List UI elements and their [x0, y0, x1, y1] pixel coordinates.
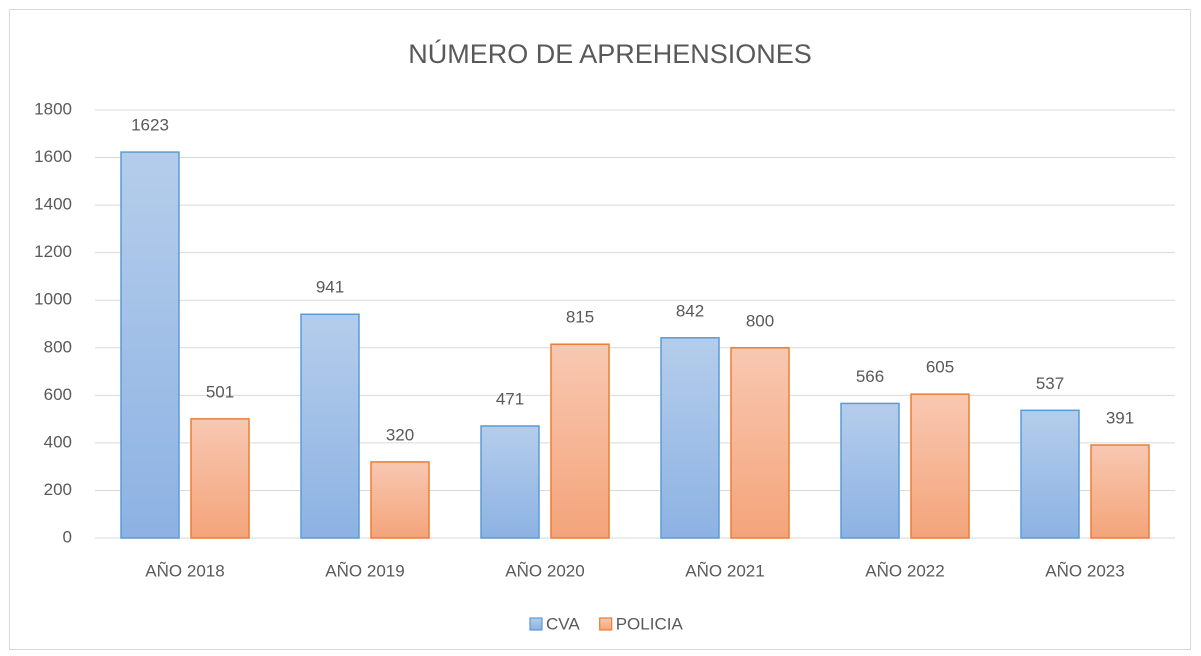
data-label: 800	[746, 311, 774, 330]
x-tick-label: AÑO 2018	[145, 561, 224, 580]
chart-title: NÚMERO DE APREHENSIONES	[408, 38, 812, 69]
data-label: 1623	[131, 116, 169, 135]
data-label: 537	[1036, 374, 1064, 393]
data-label: 815	[566, 308, 594, 327]
data-label: 941	[316, 278, 344, 297]
x-tick-label: AÑO 2020	[505, 561, 584, 580]
chart-border	[9, 9, 1191, 650]
legend-swatch	[599, 617, 613, 631]
bar	[480, 425, 540, 539]
bar	[300, 313, 360, 539]
x-tick-label: AÑO 2019	[325, 561, 404, 580]
data-label: 605	[926, 358, 954, 377]
legend-label: POLICIA	[616, 614, 684, 633]
y-tick-label: 600	[44, 385, 72, 404]
y-tick-label: 400	[44, 432, 72, 451]
y-tick-label: 1000	[34, 290, 72, 309]
bar	[840, 402, 900, 539]
y-tick-label: 800	[44, 337, 72, 356]
data-label: 320	[386, 425, 414, 444]
data-label: 391	[1106, 409, 1134, 428]
legend-label: CVA	[546, 614, 580, 633]
bar	[910, 393, 970, 539]
y-tick-label: 1800	[34, 99, 72, 118]
y-tick-label: 0	[63, 527, 72, 546]
bar	[120, 151, 180, 539]
bar	[190, 418, 250, 539]
bar	[730, 347, 790, 539]
data-label: 471	[496, 389, 524, 408]
bar	[1020, 409, 1080, 539]
data-label: 566	[856, 367, 884, 386]
y-tick-label: 1400	[34, 195, 72, 214]
y-tick-label: 1600	[34, 147, 72, 166]
data-label: 501	[206, 382, 234, 401]
bar	[660, 337, 720, 539]
y-tick-label: 1200	[34, 242, 72, 261]
bar	[370, 461, 430, 539]
data-label: 842	[676, 301, 704, 320]
bar	[1090, 444, 1150, 539]
y-tick-label: 200	[44, 480, 72, 499]
legend-swatch	[529, 617, 543, 631]
bar	[550, 343, 610, 539]
x-tick-label: AÑO 2023	[1045, 561, 1124, 580]
x-tick-label: AÑO 2022	[865, 561, 944, 580]
x-tick-label: AÑO 2021	[685, 561, 764, 580]
